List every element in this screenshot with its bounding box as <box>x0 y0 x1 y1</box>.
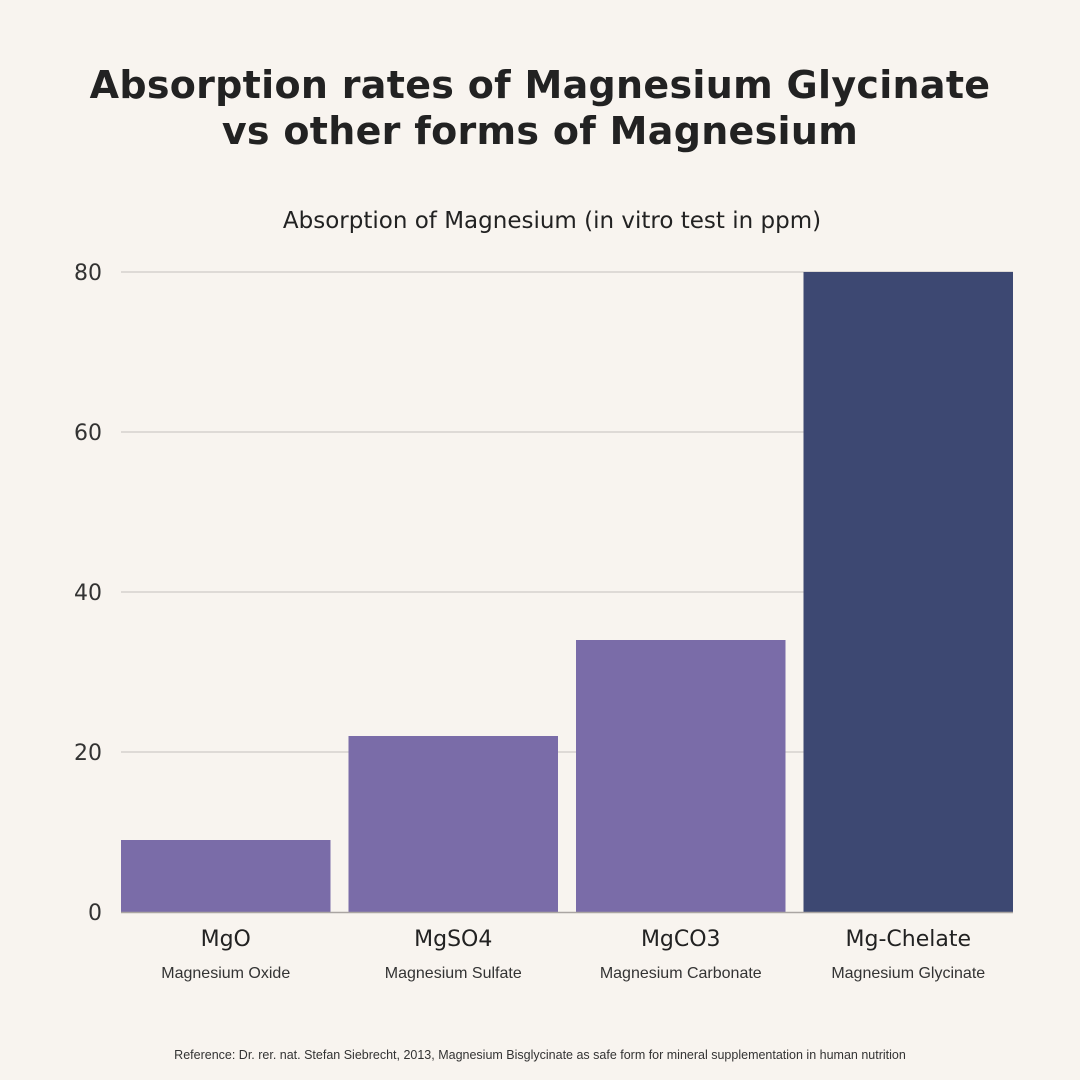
y-tick-label: 60 <box>74 421 102 446</box>
y-tick-label: 40 <box>74 581 102 606</box>
y-tick-label: 0 <box>88 901 102 926</box>
bar-mgso4 <box>348 736 558 912</box>
chart-subtitle: Absorption of Magnesium (in vitro test i… <box>282 208 822 234</box>
bar-mg-chelate <box>803 272 1013 912</box>
bar-mgo <box>121 840 331 912</box>
x-tick-sublabel: Magnesium Oxide <box>161 965 290 982</box>
chart-title: Absorption rates of Magnesium Glycinate … <box>0 62 1080 154</box>
reference-note: Reference: Dr. rer. nat. Stefan Siebrech… <box>174 1048 906 1062</box>
y-tick-label: 80 <box>74 261 102 286</box>
x-tick-label: MgCO3 <box>641 927 721 952</box>
x-tick-label: MgSO4 <box>414 927 492 952</box>
x-tick-sublabel: Magnesium Sulfate <box>385 965 522 982</box>
x-tick-label: Mg-Chelate <box>846 927 971 952</box>
x-tick-sublabel: Magnesium Carbonate <box>600 965 762 982</box>
chart-title-line-1: Absorption rates of Magnesium Glycinate <box>89 63 991 107</box>
y-tick-label: 20 <box>74 741 102 766</box>
x-tick-label: MgO <box>201 927 251 952</box>
chart-title-line-2: vs other forms of Magnesium <box>221 109 859 153</box>
x-tick-sublabel: Magnesium Glycinate <box>831 965 985 982</box>
bar-mgco3 <box>576 640 786 912</box>
